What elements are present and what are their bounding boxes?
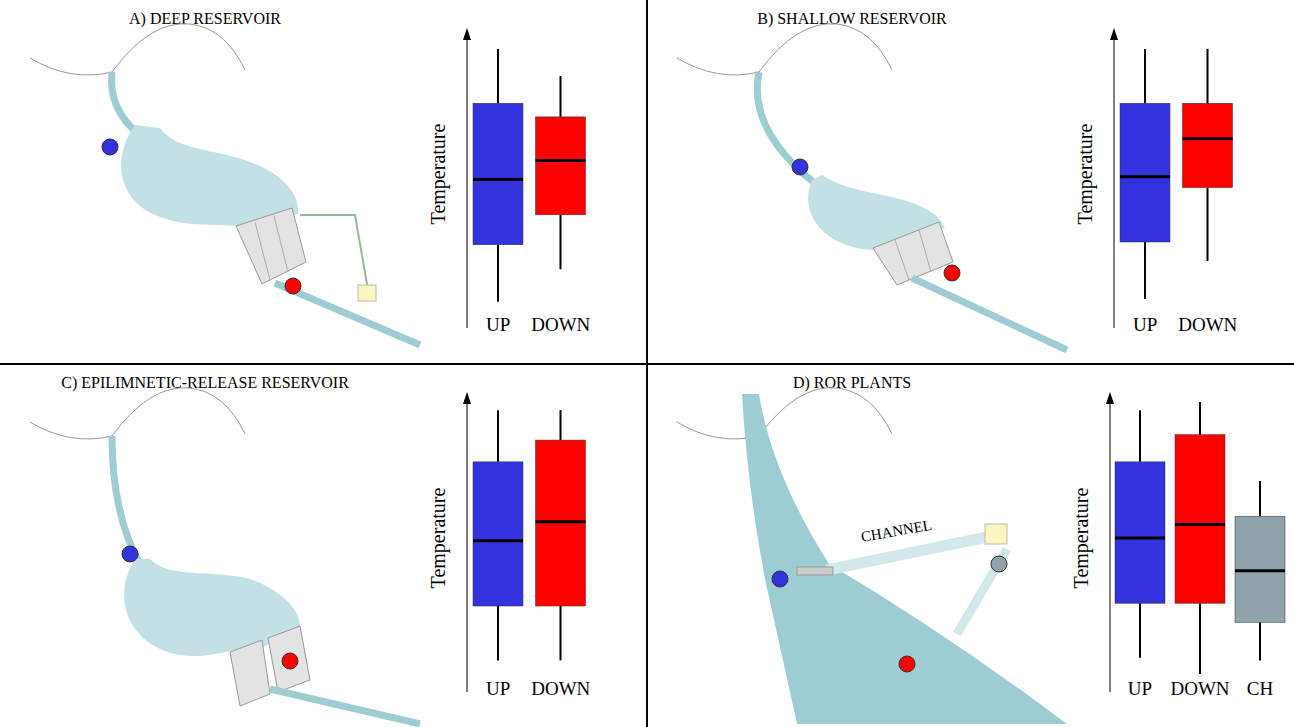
svg-text:D) ROR PLANTS: D) ROR PLANTS (793, 374, 911, 392)
svg-text:Temperature: Temperature (1074, 123, 1097, 224)
svg-text:Temperature: Temperature (427, 123, 450, 224)
svg-text:DOWN: DOWN (531, 314, 590, 335)
svg-text:DOWN: DOWN (1178, 314, 1237, 335)
svg-text:CHANNEL: CHANNEL (860, 517, 933, 545)
svg-text:B) SHALLOW RESERVOIR: B) SHALLOW RESERVOIR (757, 10, 947, 28)
svg-text:A) DEEP RESERVOIR: A) DEEP RESERVOIR (129, 10, 281, 28)
svg-text:UP: UP (486, 314, 510, 335)
svg-text:Temperature: Temperature (427, 487, 450, 588)
svg-text:CH: CH (1247, 678, 1274, 699)
svg-text:UP: UP (1128, 678, 1152, 699)
svg-text:C) EPILIMNETIC-RELEASE RESERVO: C) EPILIMNETIC-RELEASE RESERVOIR (61, 374, 349, 392)
svg-text:DOWN: DOWN (1170, 678, 1229, 699)
svg-text:UP: UP (1133, 314, 1157, 335)
svg-text:UP: UP (486, 678, 510, 699)
svg-text:Temperature: Temperature (1070, 487, 1093, 588)
svg-text:DOWN: DOWN (531, 678, 590, 699)
